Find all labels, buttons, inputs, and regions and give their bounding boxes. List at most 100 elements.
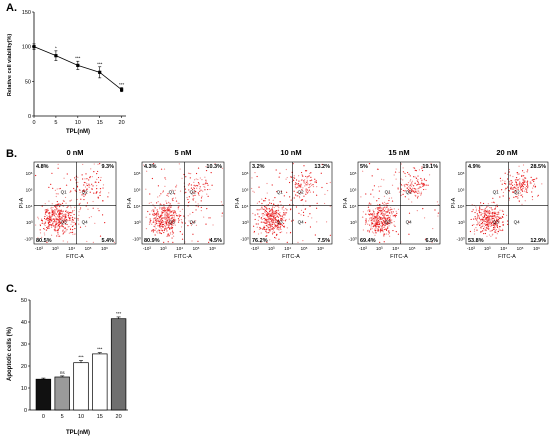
flow-dot: [295, 179, 298, 181]
flow-dot: [522, 164, 525, 166]
flow-dot: [377, 221, 379, 224]
flow-dot: [509, 183, 511, 185]
flow-dot: [486, 210, 488, 213]
flow-dot: [168, 218, 171, 220]
flow-dot: [494, 225, 496, 228]
flow-dot: [265, 206, 267, 208]
significance-marker: *: [55, 45, 57, 50]
flow-dot: [177, 218, 180, 220]
flow-dot: [165, 178, 167, 180]
flow-dot: [149, 218, 151, 220]
flow-dot: [270, 217, 272, 219]
flow-dot: [85, 173, 87, 175]
x-tick-label: 10³: [484, 246, 491, 251]
x-tick-label: 10³: [376, 246, 383, 251]
flow-dot: [270, 202, 272, 205]
flow-dot: [415, 191, 417, 193]
flow-dot: [195, 220, 197, 222]
flow-dot: [522, 185, 524, 188]
flow-dot: [178, 214, 180, 216]
flow-dot: [274, 212, 276, 215]
flow-dot: [308, 186, 310, 189]
flow-dot: [304, 181, 306, 183]
flow-dot: [263, 214, 266, 216]
flow-dot: [152, 209, 154, 211]
flow-dot: [416, 197, 419, 199]
flow-dot: [202, 183, 204, 185]
flow-dot: [372, 222, 374, 225]
flow-dot: [269, 230, 271, 232]
flow-dot: [487, 215, 489, 217]
flow-dot: [159, 224, 162, 226]
quadrant-label-q2: Q2: [406, 189, 413, 194]
flow-dot: [54, 215, 56, 218]
y-tick-label: 30: [21, 342, 27, 348]
flow-dot: [289, 231, 292, 234]
flow-dot: [154, 234, 156, 236]
x-tick-label: 20: [119, 120, 125, 126]
flow-dot: [265, 219, 267, 221]
flow-dot: [56, 203, 59, 205]
flow-dot: [524, 184, 526, 186]
flow-dot: [385, 203, 387, 205]
flow-dot: [496, 218, 499, 220]
flow-dot: [276, 215, 278, 217]
flow-dot: [165, 200, 167, 202]
flow-dot: [204, 183, 206, 185]
flow-dot: [298, 185, 300, 187]
flow-dot: [56, 215, 58, 217]
flow-dot: [77, 218, 79, 220]
flow-dot: [306, 192, 309, 194]
flow-dot: [167, 218, 169, 220]
flow-dot: [282, 226, 285, 228]
flow-dot: [379, 228, 382, 230]
flow-dot: [290, 176, 292, 178]
flow-dot: [479, 231, 482, 233]
flow-dot: [98, 210, 100, 212]
flow-dot: [89, 176, 91, 179]
y-tick-label: 10³: [242, 220, 249, 225]
flow-dot: [46, 217, 48, 220]
flow-dot: [261, 206, 263, 208]
flow-dot: [373, 196, 375, 198]
flow-dot: [493, 219, 496, 221]
flow-dot: [62, 199, 64, 202]
flow-dot: [59, 225, 61, 228]
flow-dot: [58, 224, 60, 227]
flow-dot: [172, 216, 174, 218]
flow-dot: [263, 206, 266, 208]
flow-dot: [309, 213, 311, 215]
flow-dot: [312, 185, 315, 188]
panel-a-label: A.: [6, 2, 17, 14]
data-point: [98, 70, 102, 74]
flow-dot: [167, 193, 169, 195]
flow-dot: [492, 228, 495, 230]
flow-dot: [174, 210, 176, 212]
flow-dot: [79, 191, 81, 194]
flow-dot: [373, 185, 376, 187]
flow-dot: [368, 209, 370, 211]
flow-dot: [50, 226, 53, 228]
flow-dot: [150, 201, 152, 204]
flow-dot: [190, 184, 192, 186]
flow-dot: [274, 215, 276, 217]
upper-right-percent: 10.3%: [206, 164, 222, 170]
flow-dot: [391, 184, 394, 186]
flow-dot: [158, 224, 161, 227]
flow-dot: [368, 213, 370, 215]
flow-dot: [73, 221, 75, 224]
flow-dot: [267, 217, 270, 219]
flow-dot: [376, 200, 378, 202]
flow-dot: [168, 225, 170, 227]
flow-dot: [46, 226, 48, 229]
flow-dot: [383, 221, 385, 224]
flow-dot: [266, 235, 268, 237]
flow-dot: [520, 185, 523, 188]
quadrant-label-q1: Q1: [61, 189, 68, 194]
flow-dot: [521, 194, 523, 196]
flow-dot: [152, 163, 155, 165]
flow-dot: [204, 176, 206, 178]
flow-dot: [496, 224, 498, 227]
flow-dot: [175, 184, 178, 186]
flow-dot: [152, 231, 154, 233]
